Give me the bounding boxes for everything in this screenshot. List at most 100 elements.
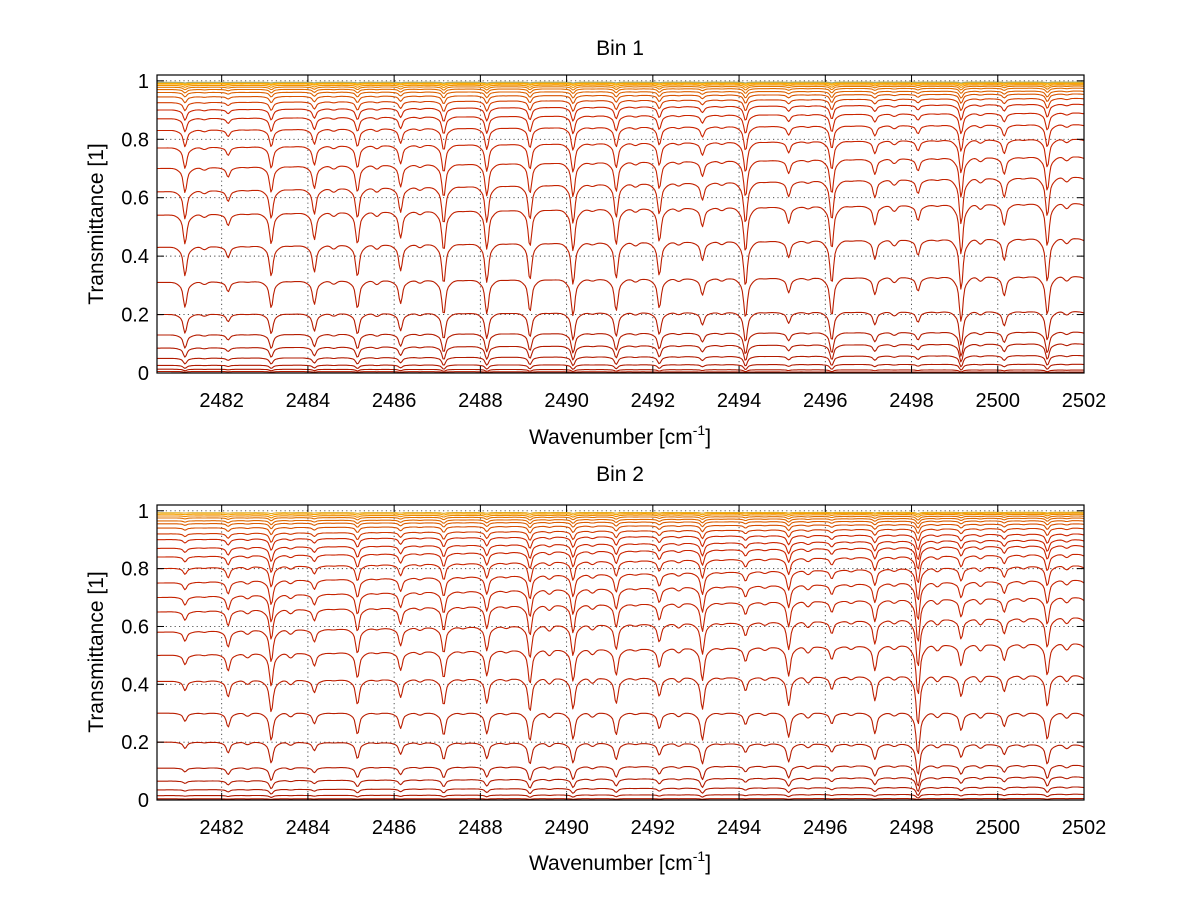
spectrum-curve <box>157 786 1084 796</box>
y-tick-label: 1 <box>138 71 149 93</box>
spectrum-curve <box>157 513 1084 519</box>
spectrum-curve <box>157 97 1084 112</box>
x-tick-label: 2498 <box>889 817 934 839</box>
spectrum-curve <box>157 764 1084 787</box>
x-tick-label: 2494 <box>717 390 762 412</box>
x-tick-label: 2496 <box>803 817 848 839</box>
spectrum-curve <box>157 354 1084 368</box>
spectrum-curve <box>157 87 1084 94</box>
y-axis-label: Transmittance [1] <box>85 571 108 732</box>
y-tick-label: 0.2 <box>121 305 149 327</box>
spectrum-curve <box>157 565 1084 605</box>
y-tick-label: 1 <box>138 501 149 523</box>
spectra-series <box>157 81 1084 373</box>
x-tick-label: 2502 <box>1062 390 1107 412</box>
spectrum-curve <box>157 368 1084 373</box>
x-tick-label: 2488 <box>458 817 503 839</box>
x-tick-label: 2500 <box>976 817 1021 839</box>
spectrum-curve <box>157 597 1084 642</box>
y-tick-label: 0.6 <box>121 188 149 210</box>
spectrum-curve <box>157 617 1084 667</box>
spectrum-curve <box>157 527 1084 543</box>
x-tick-label: 2492 <box>631 817 676 839</box>
spectrum-curve <box>157 85 1084 91</box>
grid-lines <box>157 505 1084 800</box>
y-tick-label: 0.2 <box>121 732 149 754</box>
x-tick-label: 2490 <box>544 817 589 839</box>
spectrum-curve <box>157 331 1084 357</box>
spectrum-curve <box>157 311 1084 346</box>
y-tick-labels: 0 0.2 0.4 0.6 0.8 1 <box>121 501 149 812</box>
y-tick-label: 0 <box>138 790 149 812</box>
spectrum-curve <box>157 343 1084 363</box>
axis-ticks <box>157 505 1085 801</box>
spectrum-curve <box>157 81 1084 84</box>
x-tick-labels: 2482 2484 2486 2488 2490 2492 2494 2496 2498 2500… <box>199 390 1106 412</box>
spectrum-curve <box>157 675 1084 725</box>
x-tick-label: 2498 <box>889 390 934 412</box>
y-axis-label: Transmittance [1] <box>85 143 108 304</box>
spectrum-curve <box>157 124 1084 152</box>
spectrum-curve <box>157 579 1084 623</box>
x-tick-label: 2492 <box>631 390 676 412</box>
axis-ticks <box>157 75 1085 374</box>
spectrum-curve <box>157 712 1084 755</box>
spectrum-curve <box>157 82 1084 85</box>
y-tick-label: 0.8 <box>121 559 149 581</box>
x-tick-label: 2488 <box>458 390 503 412</box>
subplot-bin-2: Bin 2 2482 2484 2486 2488 2490 2492 2494 2496 24… <box>85 463 1106 875</box>
spectrum-curve <box>157 82 1084 86</box>
x-axis-label: Wavenumber [cm-1] <box>529 422 711 449</box>
x-tick-label: 2486 <box>372 390 417 412</box>
spectrum-curve <box>157 176 1084 225</box>
x-tick-label: 2482 <box>199 817 244 839</box>
y-tick-label: 0.6 <box>121 616 149 638</box>
spectrum-curve <box>157 370 1084 373</box>
x-tick-label: 2490 <box>544 390 589 412</box>
spectrum-curve <box>157 545 1084 573</box>
x-tick-label: 2486 <box>372 817 417 839</box>
y-tick-label: 0.8 <box>121 129 149 151</box>
spectrum-curve <box>157 103 1084 122</box>
spectrum-curve <box>157 741 1084 775</box>
x-tick-label: 2484 <box>286 817 331 839</box>
spectrum-curve <box>157 793 1084 799</box>
spectrum-curve <box>157 798 1084 800</box>
x-tick-label: 2496 <box>803 390 848 412</box>
spectra-series <box>157 511 1084 800</box>
spectrum-curve <box>157 276 1084 322</box>
spectrum-curve <box>157 238 1084 290</box>
y-tick-labels: 0 0.2 0.4 0.6 0.8 1 <box>121 71 149 385</box>
spectrum-curve <box>157 511 1084 515</box>
x-axis-label: Wavenumber [cm-1] <box>529 848 711 875</box>
spectrum-curve <box>157 517 1084 526</box>
y-tick-label: 0.4 <box>121 674 149 696</box>
axes-frame <box>156 74 1085 374</box>
subplot-bin-1: Bin 1 2482 2484 2486 2488 2490 2492 2494 2496 24… <box>85 37 1106 449</box>
spectrum-curve <box>157 93 1084 105</box>
subplot-title: Bin 1 <box>596 37 644 60</box>
subplot-title: Bin 2 <box>596 463 644 486</box>
y-tick-label: 0.4 <box>121 246 149 268</box>
spectrum-curve <box>157 203 1084 255</box>
axes-frame <box>156 504 1085 801</box>
spectrum-curve <box>157 553 1084 588</box>
y-tick-label: 0 <box>138 363 149 385</box>
x-tick-labels: 2482 2484 2486 2488 2490 2492 2494 2496 2498 2500… <box>199 817 1106 839</box>
spectrum-curve <box>157 515 1084 522</box>
spectrum-curve <box>157 363 1084 371</box>
spectrum-curve <box>157 156 1084 198</box>
spectrum-curve <box>157 512 1084 517</box>
spectrum-curve <box>157 90 1084 99</box>
spectrum-curve <box>157 523 1084 536</box>
x-tick-label: 2482 <box>199 390 244 412</box>
x-tick-label: 2494 <box>717 817 762 839</box>
spectrum-curve <box>157 533 1084 551</box>
spectrum-curve <box>157 539 1084 562</box>
x-tick-label: 2500 <box>976 390 1021 412</box>
spectrum-curve <box>157 643 1084 695</box>
x-tick-label: 2502 <box>1062 817 1107 839</box>
spectrum-curve <box>157 84 1084 89</box>
spectrum-curve <box>157 112 1084 135</box>
